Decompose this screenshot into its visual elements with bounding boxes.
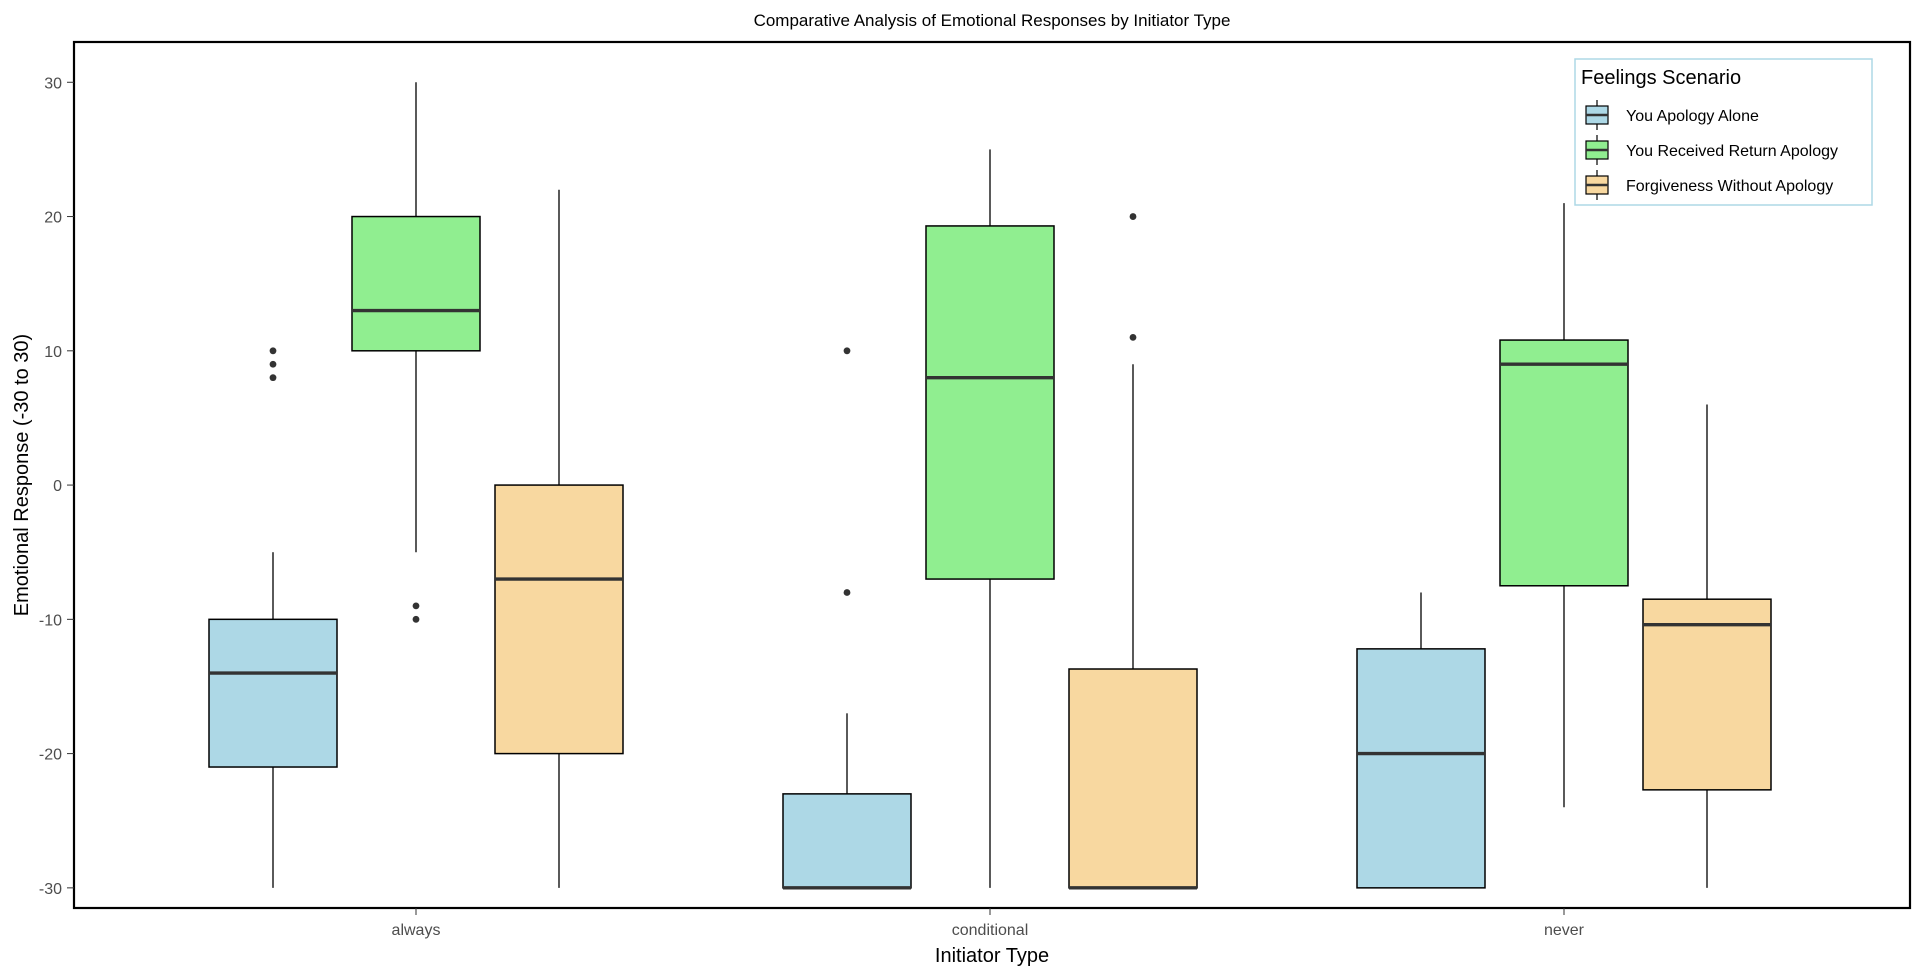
- plot-panel-border: [72, 40, 1912, 910]
- x-axis-ticks: always conditional never: [392, 908, 1585, 939]
- box-never: [1642, 404, 1772, 888]
- box-always: [494, 189, 624, 888]
- box-conditional: [782, 347, 912, 890]
- series-forgiveness-without-apology: [494, 189, 1772, 890]
- x-tick-label: always: [392, 922, 441, 939]
- box-iqr: [351, 215, 481, 352]
- legend-item-label: You Received Return Apology: [1626, 143, 1838, 160]
- legend-item: You Received Return Apology: [1585, 135, 1838, 165]
- box-iqr: [1356, 648, 1486, 889]
- y-tick-label: 20: [44, 210, 62, 227]
- outlier-point: [843, 347, 851, 355]
- x-tick-label: conditional: [952, 922, 1029, 939]
- y-tick-label: 10: [44, 344, 62, 361]
- chart-title: Comparative Analysis of Emotional Respon…: [754, 11, 1231, 30]
- box-iqr: [208, 618, 338, 768]
- box-never: [1356, 592, 1486, 889]
- y-tick-label: -20: [39, 747, 62, 764]
- x-axis-label: Initiator Type: [935, 945, 1049, 967]
- box-iqr: [782, 793, 912, 889]
- outlier-point: [1129, 333, 1137, 341]
- y-tick-label: 0: [53, 478, 62, 495]
- legend-item-label: Forgiveness Without Apology: [1626, 178, 1833, 195]
- box-iqr: [494, 484, 624, 755]
- box-conditional: [925, 149, 1055, 888]
- outlier-point: [412, 615, 420, 623]
- outlier-point: [269, 347, 277, 355]
- legend-item: You Apology Alone: [1585, 100, 1759, 130]
- legend: Feelings Scenario You Apology Alone You R…: [1574, 58, 1873, 206]
- y-tick-label: -10: [39, 612, 62, 629]
- outlier-point: [843, 589, 851, 596]
- legend-title: Feelings Scenario: [1581, 67, 1741, 89]
- box-iqr: [1068, 668, 1198, 889]
- box-iqr: [1499, 339, 1629, 587]
- box-conditional: [1068, 213, 1198, 890]
- y-tick-label: 30: [44, 75, 62, 92]
- outlier-point: [269, 374, 277, 382]
- outlier-point: [1129, 213, 1137, 220]
- box-iqr: [1642, 598, 1772, 791]
- x-tick-label: never: [1544, 922, 1585, 939]
- y-tick-label: -30: [39, 881, 62, 898]
- legend-item-label: You Apology Alone: [1626, 108, 1759, 125]
- outlier-point: [269, 360, 277, 368]
- box-always: [208, 347, 338, 888]
- y-axis-label: Emotional Response (-30 to 30): [11, 334, 33, 616]
- box-iqr: [925, 225, 1055, 580]
- legend-box: [1574, 58, 1873, 206]
- series-you-received-return-apology: [351, 82, 1629, 888]
- boxplot-series: [208, 82, 1772, 890]
- legend-item: Forgiveness Without Apology: [1585, 170, 1833, 200]
- box-never: [1499, 203, 1629, 808]
- y-axis-ticks: 30 20 10 0 -10 -20 -30: [39, 75, 74, 898]
- box-always: [351, 82, 481, 623]
- series-you-apology-alone: [208, 347, 1486, 890]
- legend-items: You Apology Alone You Received Return Apo…: [1585, 100, 1838, 200]
- outlier-point: [412, 602, 420, 610]
